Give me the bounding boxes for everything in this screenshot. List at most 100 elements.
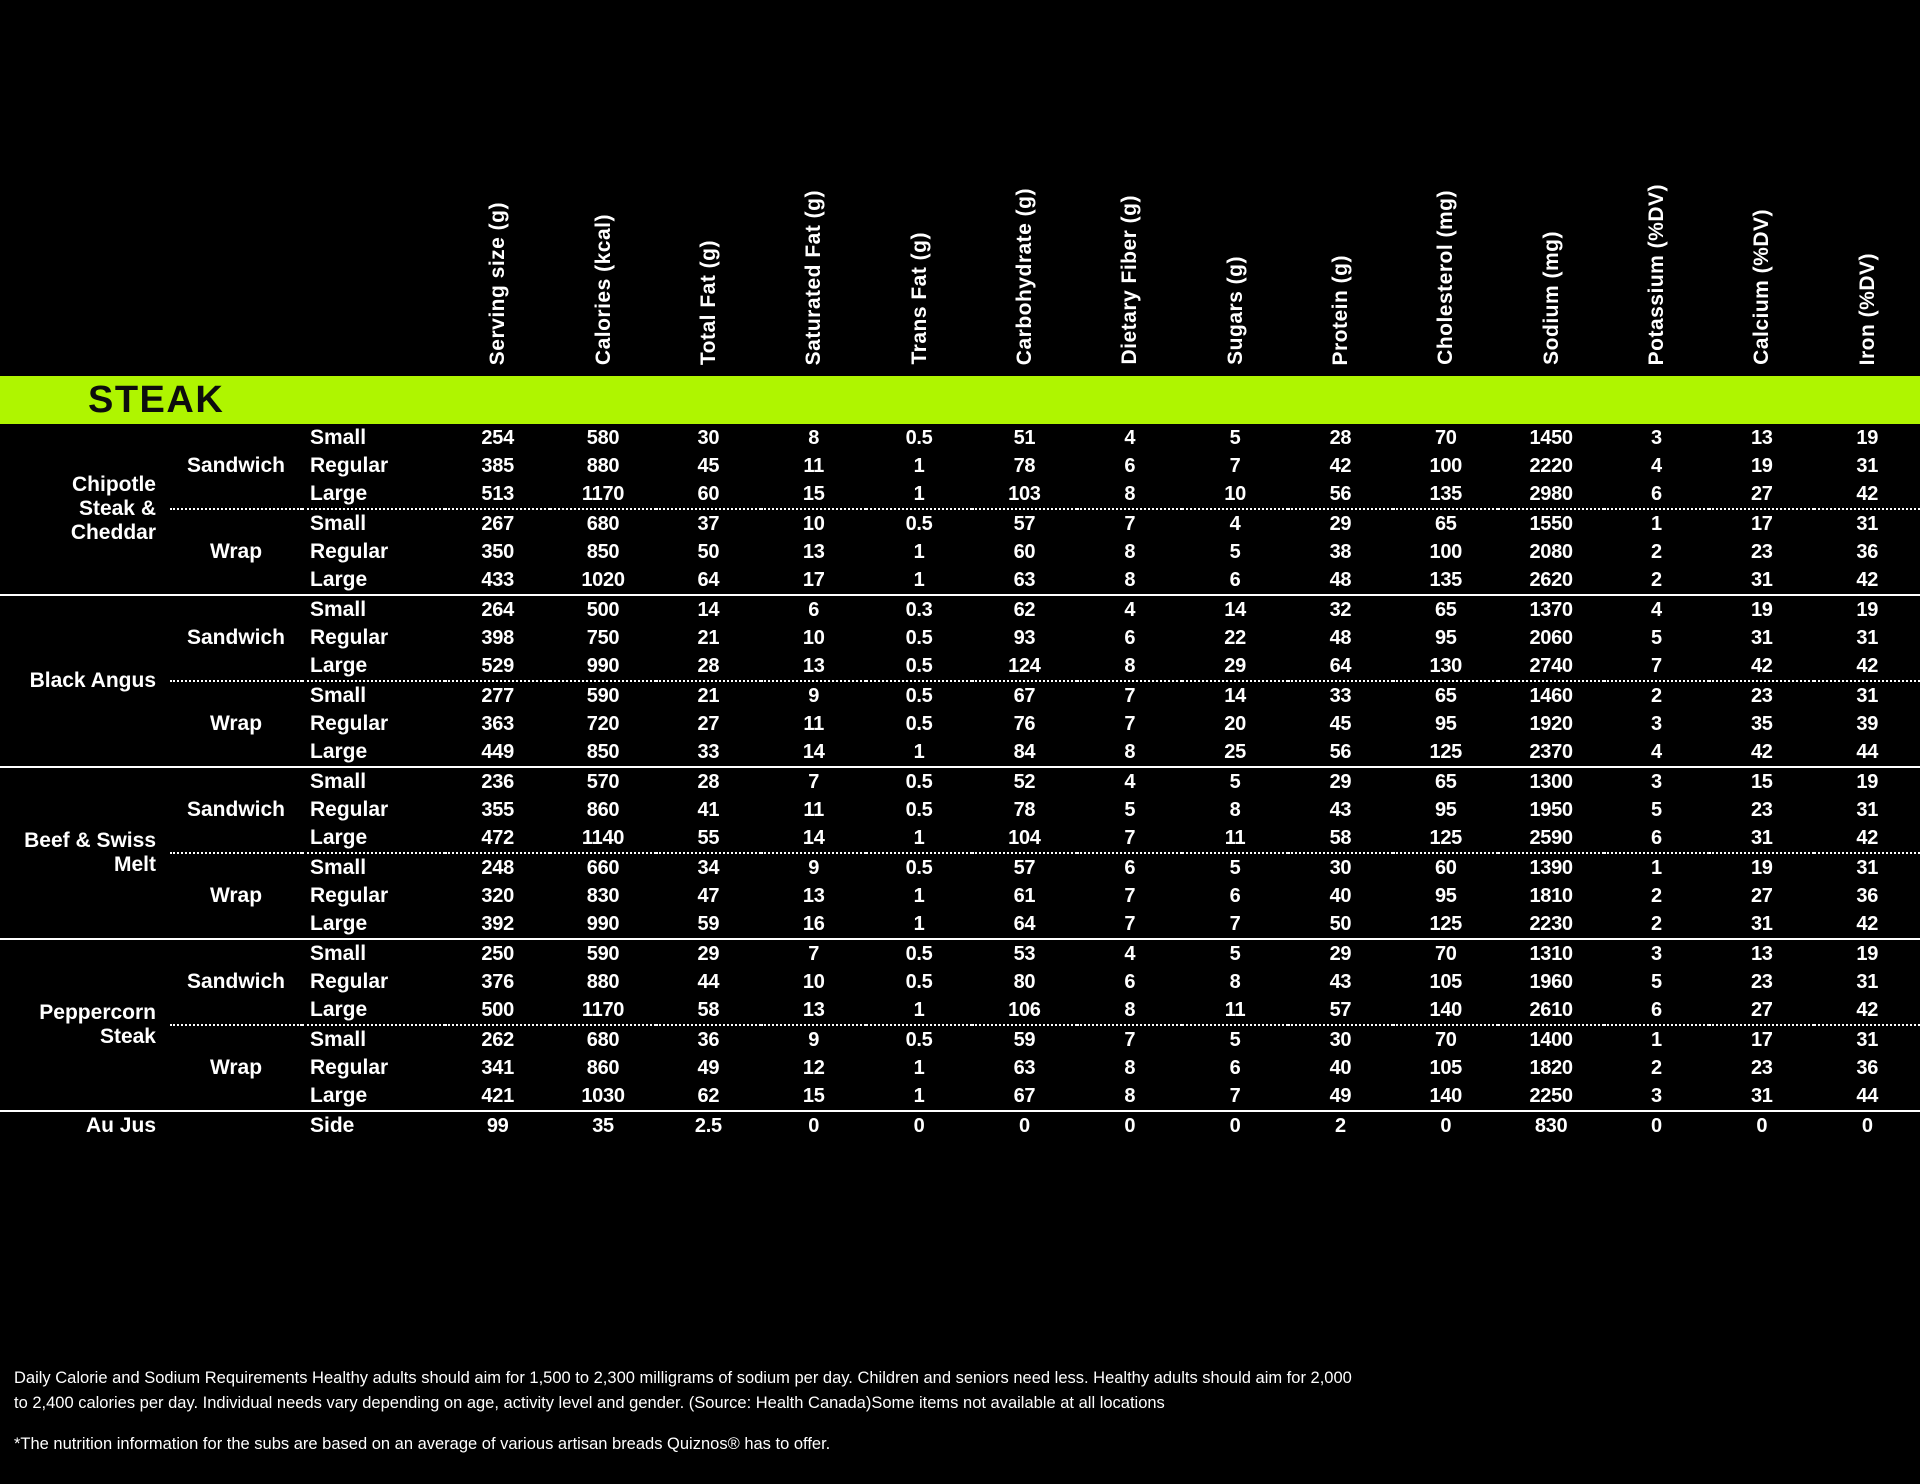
- value-cell: 35: [1750, 712, 1773, 735]
- value-cell: 1450: [1529, 426, 1573, 449]
- value-cell: 13: [802, 540, 825, 563]
- value-cell: 8: [1124, 740, 1136, 763]
- column-header-row: Serving size (g) Calories (kcal) Total F…: [0, 0, 1920, 376]
- size-label: Large: [310, 1084, 368, 1107]
- value-cell: 62: [971, 594, 1078, 624]
- value-cell: 7: [1077, 1024, 1183, 1054]
- value-cell: 7: [761, 766, 867, 796]
- value-cell: 2: [1651, 912, 1662, 935]
- value-cell: 1: [1603, 852, 1710, 882]
- value-cell: 0: [1182, 1110, 1288, 1140]
- value-cell: 27: [1750, 884, 1773, 907]
- value-cell: 67: [1013, 1084, 1036, 1107]
- value-cell: 70: [1393, 938, 1499, 968]
- value-cell: 0.5: [866, 766, 972, 796]
- value-cell: 25: [1224, 740, 1246, 763]
- column-header: Calcium (%DV): [1709, 0, 1814, 376]
- value-cell: 2980: [1529, 482, 1573, 505]
- value-cell: 49: [1329, 1084, 1352, 1107]
- size-label: Large: [310, 826, 368, 849]
- value-cell: 376: [481, 970, 514, 993]
- value-cell: 0.5: [905, 626, 933, 649]
- value-cell: 35: [550, 1110, 656, 1140]
- value-cell: 15: [1709, 766, 1815, 796]
- column-header: Protein (g): [1288, 0, 1393, 376]
- size-label: Large: [310, 998, 368, 1021]
- table-row: Large 433 1020 64 17 1 63 8 6 48 135 2620 2 31 42: [0, 566, 1920, 595]
- table-row: Large 472 1140 55 14 1 104 7 11 58 125 2590 6 31 42: [0, 824, 1920, 853]
- value-cell: 125: [1429, 740, 1463, 763]
- value-cell: 28: [1329, 426, 1352, 449]
- value-cell: 1030: [581, 1084, 625, 1107]
- value-cell: 17: [802, 568, 825, 591]
- value-cell: 1960: [1529, 970, 1573, 993]
- value-cell: 60: [1393, 852, 1499, 882]
- column-header: Calories (kcal): [550, 0, 655, 376]
- value-cell: 11: [803, 454, 824, 477]
- value-cell: 105: [1429, 1056, 1463, 1079]
- value-cell: 2080: [1529, 540, 1573, 563]
- size-label: Large: [310, 912, 368, 935]
- value-cell: 500: [550, 594, 656, 624]
- column-header: Saturated Fat (g): [761, 0, 866, 376]
- value-cell: 341: [481, 1056, 514, 1079]
- column-header-label: Protein (g): [1328, 254, 1352, 366]
- column-header-label: Calcium (%DV): [1750, 209, 1774, 365]
- value-cell: 31: [1814, 852, 1920, 882]
- value-cell: 1: [913, 740, 925, 763]
- value-cell: 2060: [1529, 626, 1573, 649]
- value-cell: 8: [1124, 482, 1136, 505]
- value-cell: 680: [550, 1024, 656, 1054]
- column-header: Iron (%DV): [1814, 0, 1920, 376]
- value-cell: 7: [1124, 826, 1136, 849]
- value-cell: 42: [1856, 568, 1879, 591]
- section-banner: STEAK: [0, 376, 1920, 424]
- table-row: Wrap Small 262 680 36 9 0.5 59 7 5 30 70 1400 1 17 31: [0, 1024, 1920, 1111]
- value-cell: 49: [697, 1056, 720, 1079]
- size-label: Small: [302, 1024, 445, 1054]
- value-cell: 140: [1429, 998, 1463, 1021]
- table-row: Large 500 1170 58 13 1 106 8 11 57 140 2610 6 27 42: [0, 996, 1920, 1025]
- value-cell: 95: [1434, 712, 1457, 735]
- value-cell: 80: [1013, 970, 1036, 993]
- value-cell: 14: [802, 740, 825, 763]
- value-cell: 720: [586, 712, 620, 735]
- value-cell: 95: [1434, 884, 1457, 907]
- value-cell: 58: [1329, 826, 1352, 849]
- value-cell: 43: [1329, 798, 1352, 821]
- value-cell: 104: [1008, 826, 1041, 849]
- value-cell: 850: [586, 740, 620, 763]
- value-cell: 37: [655, 508, 762, 538]
- value-cell: 1170: [581, 998, 625, 1021]
- value-cell: 6: [1651, 482, 1662, 505]
- size-label: Large: [310, 568, 368, 591]
- value-cell: 1: [913, 540, 925, 563]
- table-row: Large 449 850 33 14 1 84 8 25 56 125 2370 4 42 44: [0, 738, 1920, 767]
- value-cell: 135: [1429, 482, 1463, 505]
- value-cell: 4: [1077, 938, 1183, 968]
- format-label: [170, 1110, 302, 1140]
- value-cell: 14: [655, 594, 762, 624]
- value-cell: 2.5: [655, 1110, 762, 1140]
- table-row: Regular 363 720 27 11 0.5 76 7 20 45 95 1920 3 35 39: [0, 710, 1920, 738]
- value-cell: 19: [1814, 766, 1920, 796]
- size-label: Small: [310, 426, 367, 449]
- menu-item-name: Au Jus: [0, 1110, 170, 1140]
- value-cell: 103: [1008, 482, 1041, 505]
- value-cell: 29: [1224, 654, 1246, 677]
- value-cell: 355: [481, 798, 514, 821]
- nutrition-table: Serving size (g) Calories (kcal) Total F…: [0, 0, 1920, 1140]
- value-cell: 0.5: [905, 426, 933, 449]
- value-cell: 31: [1814, 680, 1920, 710]
- value-cell: 52: [971, 766, 1078, 796]
- value-cell: 19: [1709, 852, 1815, 882]
- value-cell: 8: [1124, 654, 1136, 677]
- table-row: Large 513 1170 60 15 1 103 8 10 56 135 2980 6 27 42: [0, 480, 1920, 509]
- value-cell: 29: [1287, 766, 1394, 796]
- value-cell: 53: [971, 938, 1078, 968]
- size-label: Regular: [310, 970, 389, 993]
- value-cell: 248: [445, 852, 551, 882]
- value-cell: 750: [586, 626, 620, 649]
- value-cell: 42: [1329, 454, 1352, 477]
- value-cell: 36: [1856, 884, 1879, 907]
